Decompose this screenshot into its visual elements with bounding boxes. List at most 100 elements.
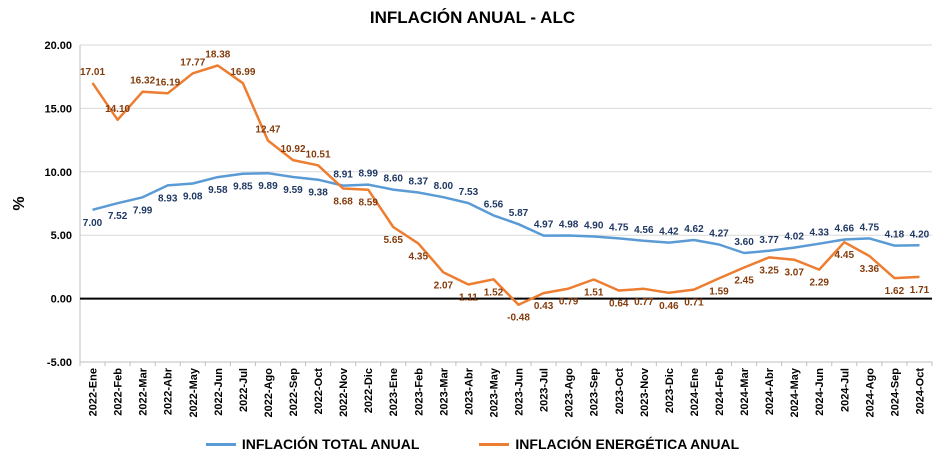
x-tick-label: 2024-Ago <box>864 368 876 418</box>
x-tick-label: 2023-Dic <box>664 368 676 413</box>
data-label-total: 8.60 <box>384 174 404 185</box>
data-label-total: 9.59 <box>283 185 303 196</box>
data-label-energy: 2.29 <box>810 278 830 289</box>
data-label-total: 8.37 <box>409 176 429 187</box>
data-label-energy: 2.07 <box>434 280 454 291</box>
x-tick-label: 2022-Abr <box>163 367 175 415</box>
data-label-energy: 8.68 <box>333 197 353 208</box>
data-label-energy: 0.46 <box>659 301 679 312</box>
y-axis-title: % <box>11 196 28 210</box>
data-label-total: 6.56 <box>484 199 504 210</box>
data-label-total: 7.00 <box>83 218 103 229</box>
series-line-total <box>92 171 920 255</box>
data-label-total: 8.00 <box>434 181 454 192</box>
series-line-energy <box>91 64 920 306</box>
x-tick-label: 2023-Mar <box>438 367 450 415</box>
x-tick-label: 2023-Ene <box>388 368 400 416</box>
x-tick-label: 2024-Mar <box>739 367 751 415</box>
data-label-energy: 1.62 <box>885 286 905 297</box>
data-label-energy: 12.47 <box>255 124 280 135</box>
x-tick-label: 2024-Jul <box>839 368 851 412</box>
data-label-energy: 0.79 <box>559 297 579 308</box>
x-tick-label: 2022-Feb <box>113 368 125 416</box>
x-tick-label: 2023-Feb <box>413 368 425 416</box>
legend-item-total: INFLACIÓN TOTAL ANUAL <box>205 436 420 452</box>
legend-label-energy: INFLACIÓN ENERGÉTICA ANUAL <box>515 436 740 452</box>
data-label-total: 4.56 <box>634 225 654 236</box>
data-label-energy: 1.51 <box>584 287 604 298</box>
data-label-total: 4.97 <box>534 220 554 231</box>
x-tick-label: 2023-Nov <box>639 367 651 417</box>
data-label-energy: 16.32 <box>130 76 155 87</box>
data-label-total: 5.87 <box>509 208 529 219</box>
x-tick-label: 2022-Mar <box>138 367 150 415</box>
x-tick-label: 2022-Nov <box>338 367 350 417</box>
chart-legend: INFLACIÓN TOTAL ANUAL INFLACIÓN ENERGÉTI… <box>0 436 945 452</box>
data-label-total: 9.85 <box>233 182 253 193</box>
x-tick-label: 2024-Sep <box>889 368 901 417</box>
data-label-total: 4.02 <box>784 232 804 243</box>
data-label-energy: 5.65 <box>384 235 404 246</box>
data-label-energy: 17.01 <box>80 67 105 78</box>
x-tick-label: 2024-Abr <box>764 367 776 415</box>
data-label-energy: -0.48 <box>507 313 530 324</box>
data-label-energy: 3.25 <box>759 265 779 276</box>
data-label-total: 7.52 <box>108 211 128 222</box>
x-tick-label: 2024-Ene <box>689 368 701 416</box>
data-label-energy: 16.19 <box>155 77 180 88</box>
x-tick-label: 2024-Jun <box>814 368 826 416</box>
data-label-total: 4.33 <box>810 228 830 239</box>
data-label-energy: 10.92 <box>280 144 305 155</box>
data-label-total: 8.99 <box>358 169 378 180</box>
data-label-total: 4.62 <box>684 224 704 235</box>
data-label-energy: 18.38 <box>205 50 230 61</box>
data-label-energy: 16.99 <box>230 67 255 78</box>
x-tick-label: 2023-Abr <box>463 367 475 415</box>
y-tick-label: 15.00 <box>44 103 72 115</box>
x-tick-label: 2022-Dic <box>363 368 375 413</box>
legend-item-energy: INFLACIÓN ENERGÉTICA ANUAL <box>479 436 739 452</box>
data-label-total: 9.58 <box>208 185 228 196</box>
data-label-total: 7.99 <box>133 205 153 216</box>
data-label-total: 8.91 <box>333 170 353 181</box>
data-label-total: 4.98 <box>559 219 579 230</box>
data-label-energy: 0.64 <box>609 298 629 309</box>
x-tick-label: 2023-Ago <box>564 368 576 418</box>
y-tick-label: -5.00 <box>47 357 72 369</box>
data-label-total: 9.38 <box>308 188 328 199</box>
x-tick-label: 2022-Oct <box>313 368 325 415</box>
x-tick-label: 2023-Oct <box>614 368 626 415</box>
data-label-energy: 14.10 <box>105 104 130 115</box>
data-label-energy: 0.71 <box>684 298 704 309</box>
x-tick-label: 2023-Sep <box>589 368 601 417</box>
x-tick-label: 2024-May <box>789 367 801 417</box>
data-label-energy: 1.59 <box>709 286 729 297</box>
data-label-energy: 4.45 <box>835 250 855 261</box>
data-label-total: 7.53 <box>459 187 479 198</box>
x-tick-label: 2022-Ene <box>88 368 100 416</box>
data-label-energy: 8.59 <box>358 198 378 209</box>
x-tick-label: 2022-Jul <box>238 368 250 412</box>
data-label-total: 4.75 <box>860 222 880 233</box>
legend-swatch-energy <box>479 442 510 446</box>
data-label-total: 9.08 <box>183 191 203 202</box>
x-tick-label: 2023-Jun <box>514 368 526 416</box>
y-tick-label: 5.00 <box>51 230 72 242</box>
x-tick-label: 2024-Feb <box>714 368 726 416</box>
data-label-energy: 3.36 <box>860 264 880 275</box>
x-tick-label: 2022-May <box>188 367 200 417</box>
legend-label-total: INFLACIÓN TOTAL ANUAL <box>241 436 420 452</box>
x-tick-label: 2022-Sep <box>288 368 300 417</box>
legend-swatch-total <box>205 442 236 446</box>
data-label-total: 3.60 <box>734 237 754 248</box>
data-label-energy: 17.77 <box>180 57 205 68</box>
data-label-total: 4.66 <box>835 224 855 235</box>
data-label-energy: 10.51 <box>306 149 331 160</box>
data-label-total: 4.42 <box>659 227 679 238</box>
data-label-energy: 0.43 <box>534 301 554 312</box>
y-tick-label: 10.00 <box>44 167 72 179</box>
y-tick-label: 20.00 <box>44 40 72 52</box>
data-label-energy: 2.45 <box>734 276 754 287</box>
